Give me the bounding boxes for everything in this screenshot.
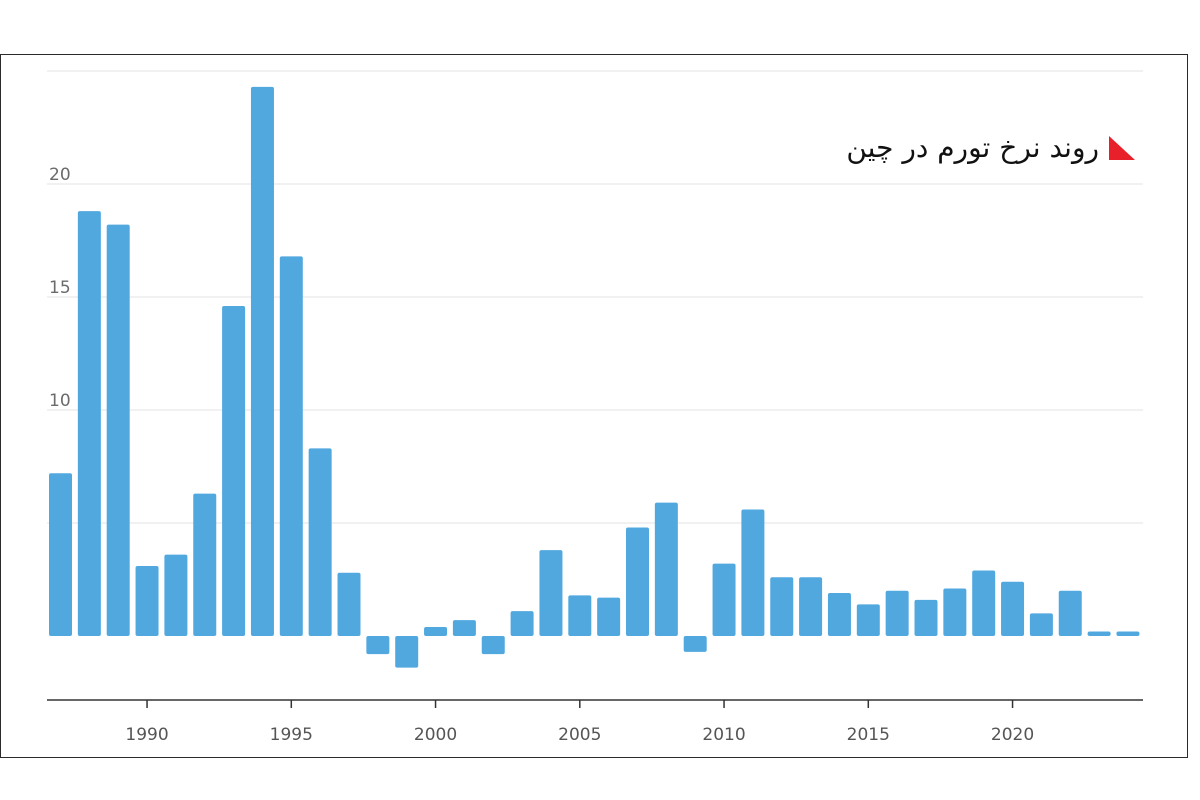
bar-2010 bbox=[712, 563, 736, 636]
bar-2017 bbox=[914, 599, 938, 636]
bar-2005 bbox=[568, 595, 592, 636]
chart-frame: 051015201990199520002005201020152020 رون… bbox=[0, 54, 1188, 758]
bar-1990 bbox=[135, 565, 159, 636]
bar-2019 bbox=[972, 570, 996, 636]
bar-2001 bbox=[452, 620, 476, 636]
bar-2018 bbox=[943, 588, 967, 636]
bar-2003 bbox=[510, 611, 534, 636]
bar-1995 bbox=[279, 256, 303, 636]
bar-2002 bbox=[481, 636, 505, 655]
y-tick-label: 15 bbox=[49, 278, 71, 298]
bar-1996 bbox=[308, 448, 332, 636]
y-tick-label: 10 bbox=[49, 391, 71, 411]
bar-1999 bbox=[395, 636, 419, 668]
title-marker-icon bbox=[1109, 135, 1135, 160]
bar-1988 bbox=[77, 211, 101, 636]
bar-2013 bbox=[799, 577, 823, 636]
x-tick-label: 2005 bbox=[558, 725, 601, 745]
bar-2024 bbox=[1116, 631, 1140, 636]
bar-1998 bbox=[366, 636, 390, 655]
bar-2021 bbox=[1029, 613, 1053, 636]
x-tick-label: 2000 bbox=[414, 725, 457, 745]
bar-2011 bbox=[741, 509, 765, 636]
bar-2015 bbox=[856, 604, 880, 636]
x-tick-label: 1990 bbox=[125, 725, 168, 745]
chart-title: روند نرخ تورم در چین bbox=[846, 131, 1099, 164]
bar-1991 bbox=[164, 554, 188, 636]
bar-2022 bbox=[1058, 590, 1082, 636]
bar-1997 bbox=[337, 572, 361, 636]
x-tick-label: 2020 bbox=[991, 725, 1034, 745]
bar-2012 bbox=[770, 577, 794, 636]
bar-1989 bbox=[106, 224, 130, 636]
bar-2004 bbox=[539, 550, 563, 636]
bar-2000 bbox=[424, 626, 448, 636]
chart-title-block: روند نرخ تورم در چین bbox=[846, 131, 1135, 164]
bar-1987 bbox=[49, 473, 72, 636]
y-tick-label: 20 bbox=[49, 165, 71, 185]
x-tick-label: 2010 bbox=[702, 725, 745, 745]
bar-2009 bbox=[683, 636, 707, 652]
bar-2007 bbox=[626, 527, 649, 636]
x-tick-label: 1995 bbox=[270, 725, 313, 745]
bar-2014 bbox=[827, 593, 851, 636]
bar-2023 bbox=[1087, 631, 1111, 636]
bar-2006 bbox=[597, 597, 621, 636]
x-tick-label: 2015 bbox=[847, 725, 890, 745]
bar-1993 bbox=[222, 306, 246, 636]
bar-2016 bbox=[885, 590, 909, 636]
bar-1992 bbox=[193, 493, 217, 636]
bar-2008 bbox=[654, 502, 678, 636]
bar-chart: 051015201990199520002005201020152020 bbox=[47, 70, 1143, 745]
bar-2020 bbox=[1001, 581, 1025, 636]
bar-1994 bbox=[250, 86, 274, 636]
